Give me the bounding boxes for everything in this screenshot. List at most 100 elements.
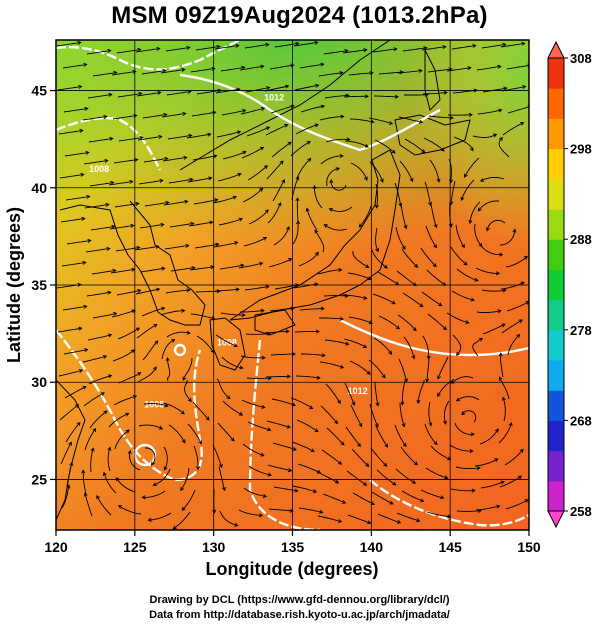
streamline bbox=[141, 307, 165, 317]
streamline bbox=[96, 495, 112, 516]
streamline-arrowhead bbox=[321, 353, 326, 358]
streamline-arrowhead bbox=[395, 281, 400, 286]
streamline bbox=[498, 422, 513, 444]
streamline-arrowhead bbox=[216, 44, 221, 49]
streamline bbox=[296, 419, 319, 432]
contour-label: 1008 bbox=[144, 400, 164, 410]
streamline bbox=[59, 404, 79, 421]
colorbar-tick-labels: 308 298 288 278 268 258 bbox=[564, 51, 592, 519]
streamline bbox=[464, 157, 480, 178]
streamline-arrowhead bbox=[80, 172, 85, 177]
streamline-arrowhead bbox=[79, 128, 84, 133]
streamline-arrowhead bbox=[96, 494, 100, 500]
streamline-arrowhead bbox=[103, 410, 108, 415]
streamline-arrowhead bbox=[502, 42, 507, 47]
streamline-arrowhead bbox=[367, 520, 372, 525]
streamline bbox=[264, 330, 289, 334]
x-tick-label: 150 bbox=[517, 539, 541, 555]
streamline-arrowhead bbox=[288, 258, 293, 262]
streamline-arrowhead bbox=[486, 227, 490, 232]
streamline bbox=[394, 182, 402, 207]
streamline bbox=[455, 466, 480, 470]
streamline-arrowhead bbox=[156, 46, 161, 51]
streamline bbox=[241, 399, 265, 409]
streamline bbox=[480, 481, 505, 489]
streamline bbox=[461, 410, 477, 423]
streamline-arrowhead bbox=[265, 126, 271, 131]
streamline bbox=[66, 239, 91, 245]
streamline bbox=[88, 137, 113, 143]
streamline-arrowhead bbox=[260, 106, 266, 111]
streamline-arrowhead bbox=[82, 260, 87, 265]
streamline bbox=[301, 353, 325, 357]
streamline bbox=[375, 425, 388, 448]
streamline-arrowhead bbox=[340, 441, 345, 446]
streamline bbox=[348, 72, 373, 76]
streamline-arrowhead bbox=[438, 302, 443, 307]
streamline-arrowhead bbox=[291, 352, 296, 357]
y-axis-ticks: 25 30 35 40 45 bbox=[31, 83, 56, 487]
colorbar-swatch bbox=[548, 329, 564, 361]
streamline bbox=[189, 266, 214, 271]
streamline-arrowhead bbox=[137, 372, 142, 376]
streamline bbox=[61, 261, 86, 267]
streamline-arrowhead bbox=[388, 350, 393, 355]
x-axis-ticks: 120 125 130 135 140 145 150 bbox=[44, 530, 541, 555]
streamline-arrowhead bbox=[69, 461, 74, 466]
streamline bbox=[58, 129, 83, 135]
streamline bbox=[84, 428, 96, 451]
streamline bbox=[374, 139, 396, 154]
streamline-arrowhead bbox=[211, 316, 216, 321]
streamline-arrowhead bbox=[413, 461, 418, 466]
streamline-arrowhead bbox=[267, 427, 272, 432]
colorbar-swatch bbox=[548, 480, 564, 512]
streamline bbox=[314, 229, 325, 253]
streamline bbox=[399, 160, 414, 182]
streamline bbox=[320, 155, 343, 165]
streamline bbox=[153, 468, 171, 486]
x-tick-label: 130 bbox=[202, 539, 226, 555]
streamline-arrowhead bbox=[374, 204, 379, 209]
streamline-arrowhead bbox=[286, 226, 290, 231]
streamline-arrowhead bbox=[107, 290, 112, 295]
colorbar-swatch bbox=[548, 209, 564, 240]
streamline bbox=[62, 305, 87, 311]
streamline-arrowhead bbox=[461, 243, 465, 249]
streamline bbox=[221, 356, 243, 369]
streamline bbox=[450, 488, 475, 492]
streamline-arrowhead bbox=[286, 374, 291, 379]
streamline bbox=[373, 337, 392, 355]
streamline bbox=[218, 218, 243, 226]
streamline-arrowhead bbox=[266, 85, 271, 90]
streamline-arrowhead bbox=[395, 325, 400, 330]
streamline bbox=[91, 269, 116, 275]
streamline bbox=[86, 291, 111, 297]
streamline-arrowhead bbox=[180, 410, 185, 415]
wind-streamlines bbox=[56, 40, 529, 530]
streamline-arrowhead bbox=[294, 488, 299, 493]
streamline bbox=[266, 420, 291, 428]
streamline bbox=[395, 468, 416, 484]
streamline-arrowhead bbox=[337, 518, 343, 523]
streamline bbox=[330, 179, 347, 191]
streamline bbox=[118, 372, 141, 384]
streamline-arrowhead bbox=[383, 462, 388, 467]
streamline-arrowhead bbox=[440, 147, 445, 152]
streamline bbox=[421, 46, 446, 51]
streamline-arrowhead bbox=[468, 112, 473, 117]
streamline-arrowhead bbox=[172, 525, 177, 530]
streamline bbox=[500, 281, 525, 290]
streamline bbox=[242, 443, 264, 457]
streamline bbox=[89, 181, 114, 187]
streamline-arrowhead bbox=[306, 141, 311, 145]
contour-label: 1008 bbox=[89, 164, 109, 174]
streamline bbox=[456, 510, 482, 512]
streamline bbox=[348, 316, 373, 324]
streamline bbox=[347, 514, 371, 524]
streamline bbox=[115, 477, 136, 493]
streamline bbox=[113, 158, 138, 164]
streamline-arrowhead bbox=[161, 306, 166, 311]
streamline bbox=[395, 226, 406, 250]
streamline bbox=[269, 64, 294, 70]
streamline-arrowhead bbox=[287, 468, 293, 473]
